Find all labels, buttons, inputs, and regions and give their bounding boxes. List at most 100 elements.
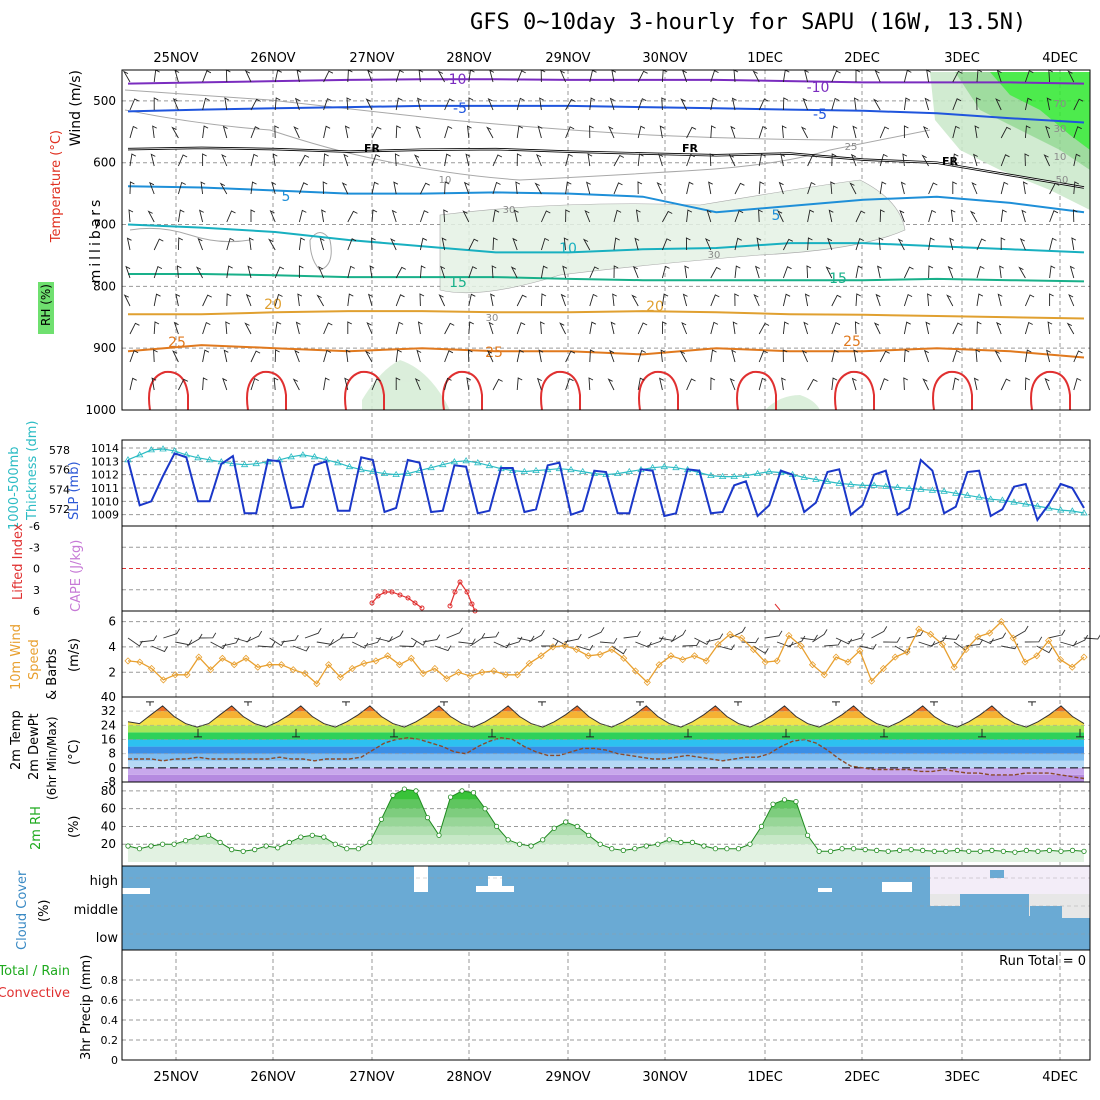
wind-barb bbox=[487, 97, 494, 111]
wind-barb bbox=[879, 378, 889, 391]
wind-speed-point bbox=[1009, 634, 1017, 642]
temp-band bbox=[128, 760, 1084, 768]
wind-barb bbox=[341, 182, 349, 195]
wind-barb bbox=[297, 293, 303, 307]
wind-barb bbox=[516, 70, 526, 83]
rh-point bbox=[620, 847, 626, 854]
wind-speed-point bbox=[631, 667, 640, 675]
wind-barb bbox=[1000, 237, 1006, 250]
y-tick-label-right: 1012 bbox=[91, 469, 119, 482]
wind-barb bbox=[952, 70, 963, 83]
axis-label: 3hr Precip (mm) bbox=[79, 955, 94, 1060]
rh-point bbox=[378, 816, 384, 822]
wind-barb bbox=[323, 70, 334, 83]
wind-barb bbox=[528, 629, 545, 643]
thickness-point bbox=[1056, 506, 1065, 513]
date-label-top: 29NOV bbox=[545, 51, 590, 66]
wind-barb bbox=[129, 98, 139, 111]
axis-label: Temperature (°C) bbox=[49, 130, 64, 243]
wind-barb bbox=[788, 635, 806, 647]
wind-barb bbox=[1073, 126, 1082, 139]
wind-barb bbox=[274, 349, 280, 363]
wind-barb bbox=[395, 321, 404, 335]
contour-label: -10 bbox=[807, 80, 830, 96]
wind-barb bbox=[685, 237, 691, 251]
wind-barb bbox=[493, 641, 510, 649]
temp-band bbox=[128, 732, 1084, 740]
wind-barb bbox=[576, 644, 594, 651]
wind-barb bbox=[807, 209, 815, 223]
wind-barb bbox=[682, 293, 688, 307]
wind-barb bbox=[1047, 321, 1053, 335]
wind-barb bbox=[971, 182, 978, 195]
wind-barb bbox=[1022, 181, 1028, 195]
wind-barb bbox=[996, 321, 1002, 335]
wind-speed-point bbox=[490, 667, 498, 675]
wind-barb bbox=[710, 321, 719, 335]
wind-barb bbox=[662, 210, 673, 223]
wind-barb bbox=[422, 634, 441, 643]
wind-barb bbox=[765, 630, 783, 639]
axis-label: Speed bbox=[27, 639, 42, 680]
wind-barb bbox=[1019, 238, 1026, 251]
wind-barb bbox=[540, 321, 545, 335]
temp-maxmin-tick bbox=[440, 701, 448, 706]
wind-barb bbox=[202, 153, 207, 166]
wind-barb bbox=[352, 641, 369, 649]
wind-barb bbox=[875, 293, 881, 307]
thickness-point bbox=[870, 481, 878, 488]
rh-point bbox=[954, 847, 960, 854]
wind-barb bbox=[172, 350, 179, 363]
wind-barb bbox=[347, 265, 355, 279]
wind-speed-point bbox=[1033, 652, 1041, 660]
wind-barb bbox=[1073, 377, 1082, 391]
wind-barb bbox=[975, 349, 981, 363]
temp-maxmin-tick bbox=[832, 701, 840, 706]
date-label-bottom: 25NOV bbox=[153, 1070, 198, 1085]
wind-barb bbox=[637, 98, 647, 111]
wind-barb bbox=[731, 349, 737, 363]
wind-barb bbox=[226, 210, 236, 223]
wind-barb bbox=[466, 377, 472, 391]
wind-barb bbox=[202, 125, 209, 139]
wind-barb bbox=[153, 293, 161, 307]
wind-barb bbox=[969, 210, 978, 223]
wind-barb bbox=[444, 377, 452, 391]
thickness-point bbox=[812, 475, 820, 482]
y-tick-label: 500 bbox=[93, 94, 116, 108]
temp-maxmin-tick bbox=[390, 728, 398, 738]
chart-title: GFS 0~10day 3-hourly for SAPU (16W, 13.5… bbox=[470, 10, 1027, 35]
wind-barb bbox=[781, 377, 786, 391]
wind-barb bbox=[859, 643, 877, 650]
wind-speed-point bbox=[832, 653, 840, 661]
y-tick-label: 0.2 bbox=[101, 1034, 119, 1047]
lifted-index-point bbox=[464, 589, 470, 595]
wind-barb bbox=[800, 634, 818, 641]
rh-point bbox=[367, 839, 373, 846]
lifted-index-point bbox=[452, 589, 458, 595]
wind-barb bbox=[637, 125, 646, 139]
wind-barb bbox=[1048, 629, 1066, 639]
wind-speed-point bbox=[596, 650, 604, 659]
wind-barb bbox=[1024, 294, 1035, 307]
warm-contour-loop bbox=[638, 370, 679, 411]
wind-barb bbox=[565, 98, 576, 111]
wind-barb bbox=[660, 349, 666, 363]
wind-barb bbox=[976, 238, 986, 251]
wind-barb bbox=[226, 237, 235, 251]
thickness-point bbox=[940, 487, 948, 494]
wind-barb bbox=[828, 209, 834, 223]
rh-point bbox=[897, 847, 903, 854]
wind-barb bbox=[248, 237, 254, 251]
wind-barb bbox=[947, 265, 954, 279]
axis-label: Cloud Cover bbox=[15, 870, 30, 950]
wind-barb bbox=[903, 97, 911, 111]
cloud-gap bbox=[818, 888, 832, 892]
y-tick-label: 2 bbox=[108, 665, 116, 679]
temp-maxmin-tick bbox=[342, 701, 350, 706]
wind-barb bbox=[827, 237, 833, 251]
wind-barb bbox=[469, 632, 486, 647]
temp-band bbox=[128, 767, 1084, 775]
precip-panel: 0 0.2 0.4 0.6 0.8 Run Total = 0 Total / Rain Co… bbox=[0, 949, 1091, 1067]
wind-barb bbox=[831, 153, 837, 167]
